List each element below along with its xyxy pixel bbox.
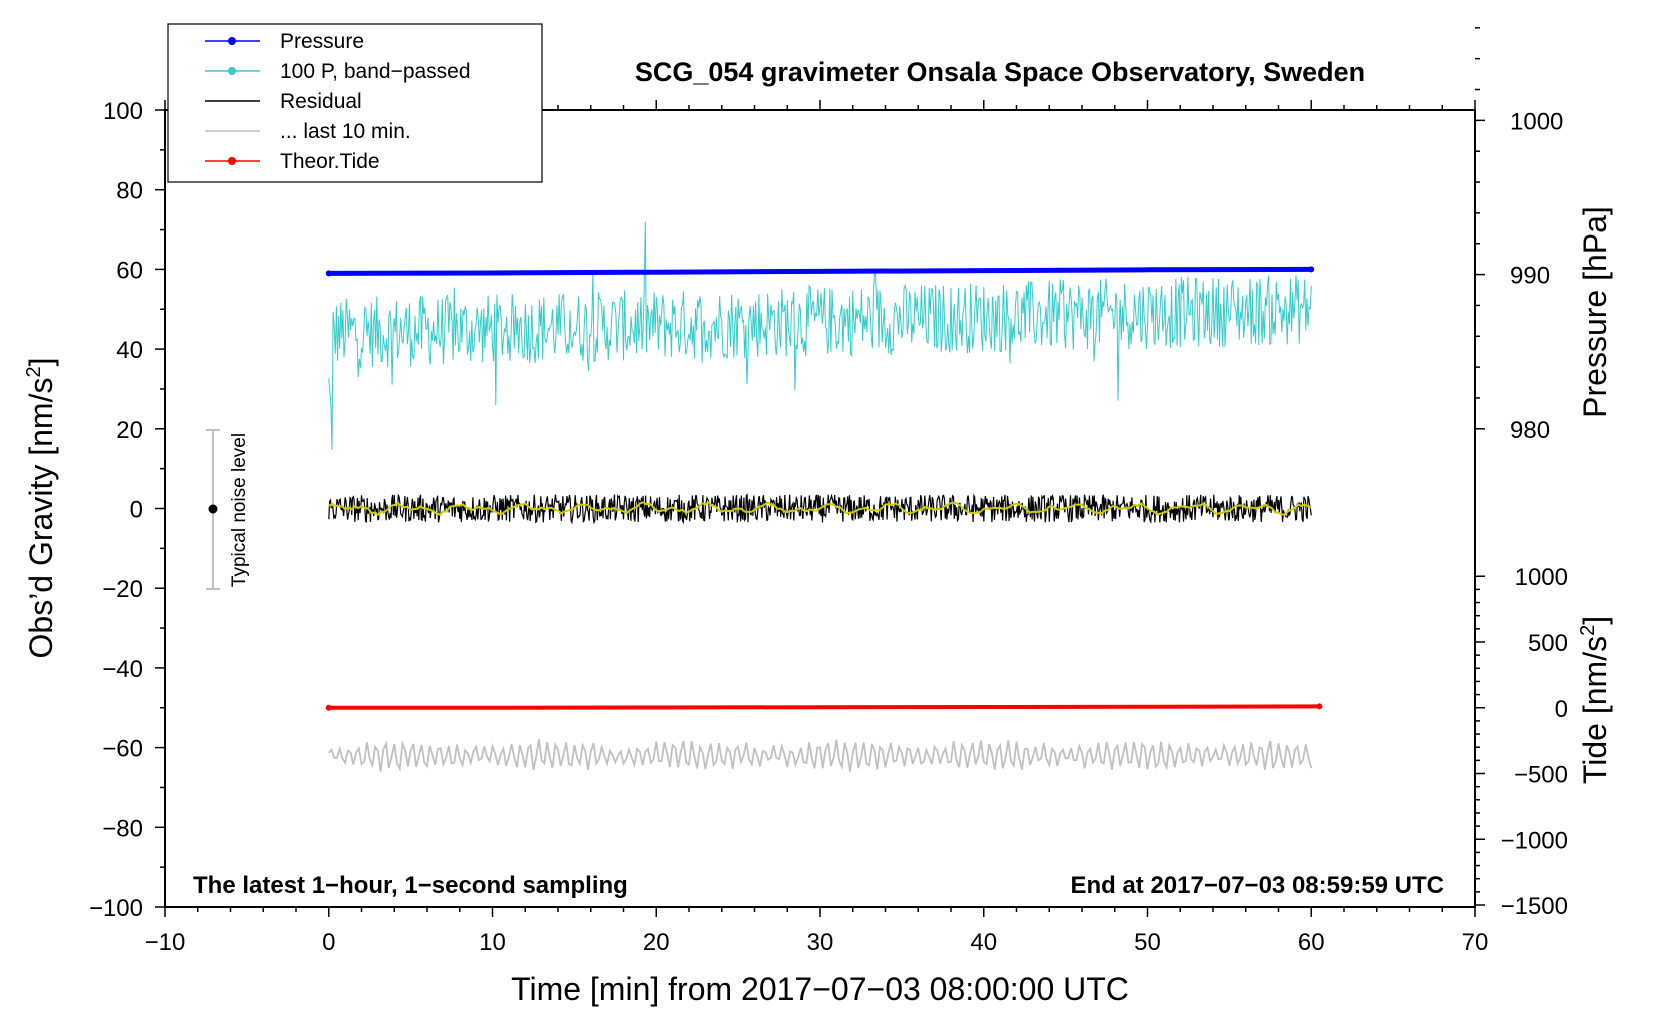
tide-end-point bbox=[1316, 703, 1323, 710]
legend-marker bbox=[228, 37, 236, 45]
x-tick-label: 0 bbox=[322, 929, 335, 956]
pressure-start-point bbox=[325, 270, 332, 277]
y-tick-label: 80 bbox=[116, 178, 143, 205]
series-last-10-min bbox=[328, 739, 1313, 772]
tide-tick-label: 1000 bbox=[1515, 564, 1568, 591]
pressure-tick-label: 990 bbox=[1510, 263, 1550, 290]
axis-ticks: −10 0 10 20 30 40 50 60 70−100−80−60−40−20020406… bbox=[89, 27, 1568, 956]
legend-marker bbox=[228, 157, 236, 165]
legend-label: Residual bbox=[280, 90, 362, 113]
series-residual bbox=[328, 493, 1312, 525]
x-axis-title: Time [min] from 2017−07−03 08:00:00 UTC bbox=[511, 971, 1129, 1007]
y-tick-label: 20 bbox=[116, 417, 143, 444]
noise-level-label: Typical noise level bbox=[229, 433, 250, 587]
series-theoretical-tide bbox=[328, 704, 1320, 710]
x-tick-label: 70 bbox=[1462, 929, 1489, 956]
series-bandpassed-pressure bbox=[328, 221, 1312, 450]
pressure-tick-label: 1000 bbox=[1510, 108, 1563, 135]
annotation-end-time: End at 2017−07−03 08:59:59 UTC bbox=[1070, 872, 1444, 899]
y-tick-label: −60 bbox=[102, 736, 143, 763]
y-tick-label: −40 bbox=[102, 656, 143, 683]
y-tick-label: −20 bbox=[102, 576, 143, 603]
x-tick-label: 50 bbox=[1134, 929, 1161, 956]
x-tick-label: 30 bbox=[807, 929, 834, 956]
x-tick-label: 60 bbox=[1298, 929, 1325, 956]
plot-frame bbox=[164, 109, 1476, 908]
noise-level-indicator: Typical noise level bbox=[206, 429, 250, 590]
x-tick-label: 10 bbox=[479, 929, 506, 956]
pressure-tick-label: 980 bbox=[1510, 417, 1550, 444]
legend-label: ... last 10 min. bbox=[280, 120, 411, 143]
y-axis-title-left: Obs’d Gravity [nm/s2] bbox=[23, 358, 59, 659]
y-tick-label: −100 bbox=[89, 895, 143, 922]
tide-start-point bbox=[325, 704, 332, 711]
tide-tick-label: 500 bbox=[1528, 630, 1568, 657]
y-tick-label: 40 bbox=[116, 337, 143, 364]
x-tick-label: 40 bbox=[970, 929, 997, 956]
legend-label: Theor.Tide bbox=[280, 150, 380, 173]
tide-tick-label: −1000 bbox=[1501, 827, 1568, 854]
tide-tick-label: −1500 bbox=[1501, 893, 1568, 920]
legend-label: 100 P, band−passed bbox=[280, 60, 471, 83]
series-pressure bbox=[328, 266, 1312, 276]
series-layer bbox=[325, 221, 1323, 772]
chart-title: SCG_054 gravimeter Onsala Space Observat… bbox=[635, 57, 1365, 87]
legend-marker bbox=[228, 67, 236, 75]
y-tick-label: −80 bbox=[102, 815, 143, 842]
y-tick-label: 0 bbox=[130, 497, 143, 524]
y-axis-title-pressure: Pressure [hPa] bbox=[1577, 206, 1613, 418]
y-tick-label: 100 bbox=[103, 98, 143, 125]
y-axis-title-tide: Tide [nm/s2] bbox=[1577, 616, 1613, 784]
series-residual-smoothed bbox=[328, 501, 1312, 517]
pressure-end-point bbox=[1308, 266, 1315, 273]
legend: Pressure 100 P, band−passed Residual ... la… bbox=[167, 23, 543, 183]
legend-label: Pressure bbox=[280, 30, 364, 53]
y-tick-label: 60 bbox=[116, 257, 143, 284]
tide-tick-label: 0 bbox=[1555, 696, 1568, 723]
x-tick-label: 20 bbox=[643, 929, 670, 956]
tide-tick-label: −500 bbox=[1514, 762, 1568, 789]
annotation-sampling: The latest 1−hour, 1−second sampling bbox=[193, 872, 628, 899]
x-tick-label: −10 bbox=[145, 929, 186, 956]
